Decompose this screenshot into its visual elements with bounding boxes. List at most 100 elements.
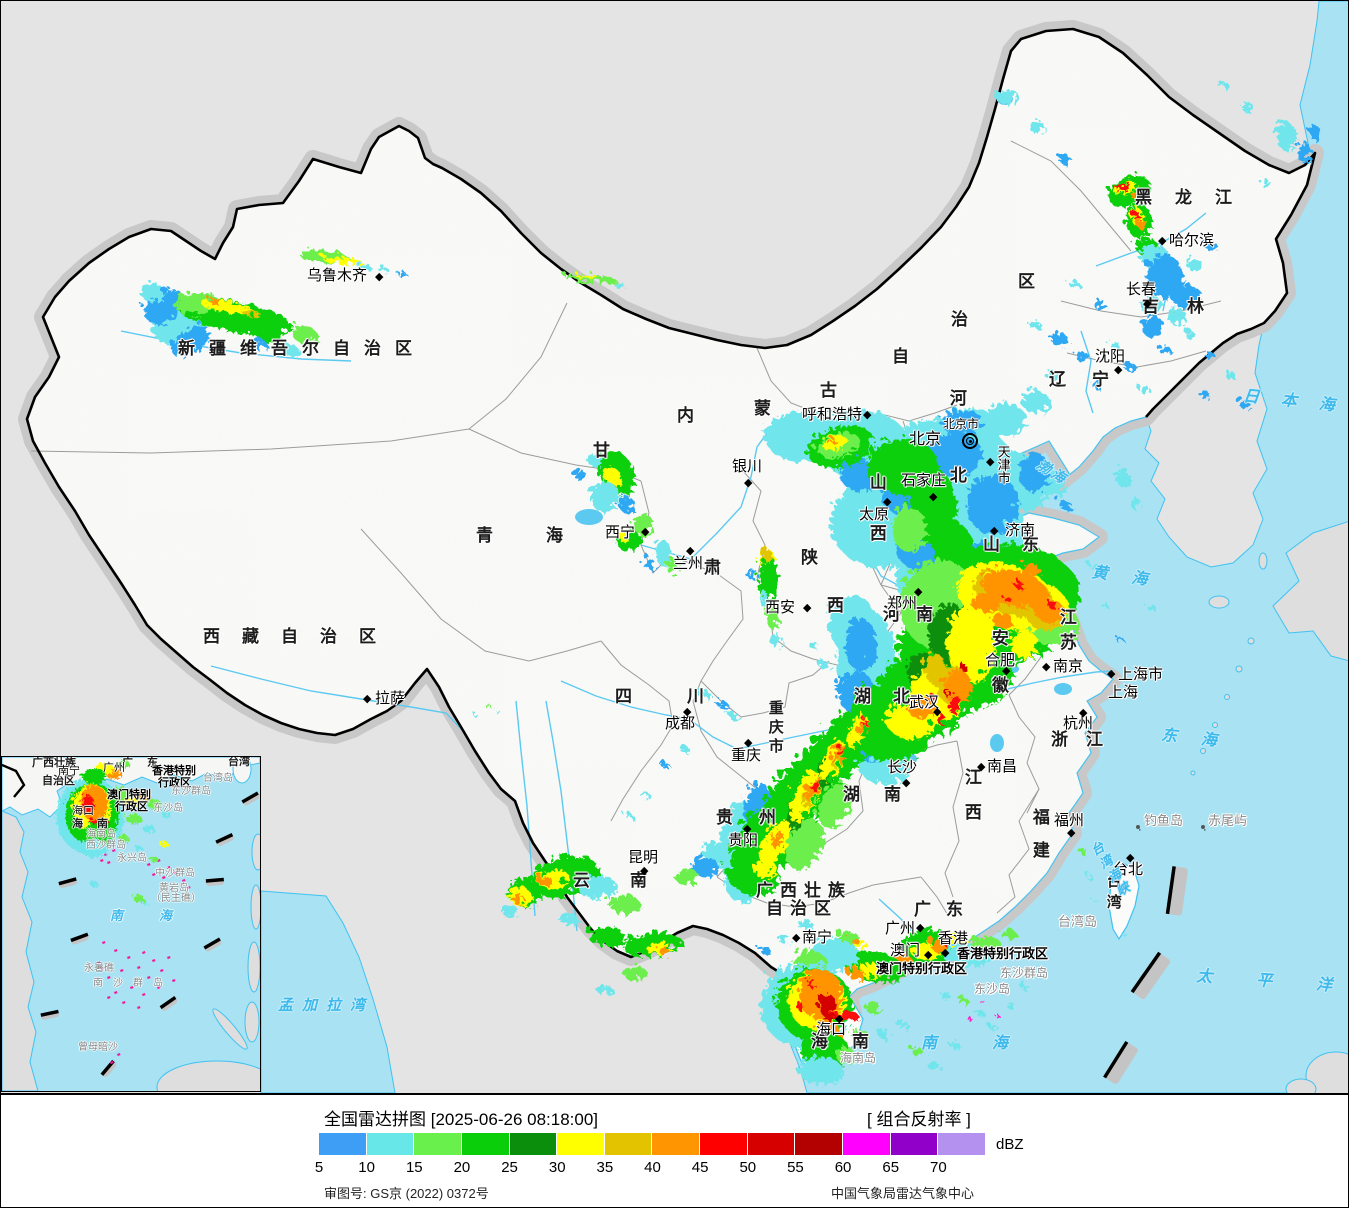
echo-blob <box>767 826 779 844</box>
echo-blob <box>972 1006 980 1012</box>
echo-blob <box>756 942 766 950</box>
inset-label: 广西壮族 <box>32 757 76 769</box>
echo-blob <box>807 775 815 787</box>
echo-blob <box>1137 313 1161 333</box>
echo-blob <box>131 893 143 901</box>
echo-blob <box>1200 236 1212 246</box>
echo-blob <box>137 280 161 298</box>
echo-blob <box>629 509 649 533</box>
boundary-dash <box>205 877 224 883</box>
echo-blob <box>1236 397 1246 405</box>
islet-mark <box>116 1052 121 1057</box>
echo-blob <box>845 965 861 977</box>
echo-blob <box>964 1013 968 1017</box>
echo-blob <box>469 709 473 713</box>
inset-label: 行政区 <box>115 801 148 813</box>
colorbar-segment <box>747 1133 796 1155</box>
echo-blob <box>614 528 624 538</box>
echo-blob <box>804 638 814 644</box>
echo-blob <box>122 795 138 805</box>
echo-blob <box>1106 337 1116 345</box>
echo-blob <box>985 1020 993 1026</box>
islet-mark <box>100 966 104 971</box>
echo-blob <box>124 812 140 822</box>
national-border <box>25 27 1317 981</box>
colorbar-segment <box>366 1133 415 1155</box>
echo-blob <box>907 1043 919 1051</box>
islet-mark <box>187 885 191 890</box>
map-approval-number: 审图号: GS京 (2022) 0372号 <box>324 1186 489 1201</box>
inset-label: 海南岛 <box>86 829 116 840</box>
inset-label: 永兴岛 <box>117 853 147 864</box>
echo-blob <box>946 1037 956 1045</box>
echo-blob <box>968 933 998 949</box>
radar-echo-layer <box>137 77 1316 1081</box>
echo-blob <box>940 685 946 693</box>
inset-label: 澳门特别 <box>107 789 151 801</box>
inset-label: 东沙岛 <box>153 803 183 814</box>
echo-blob <box>87 817 107 823</box>
echo-blob <box>847 934 855 940</box>
echo-blob <box>937 407 981 431</box>
echo-blob <box>1002 998 1010 1004</box>
echo-blob <box>1293 139 1309 159</box>
product-name: [ 组合反射率 ] <box>867 1110 971 1129</box>
inset-dash-segments <box>40 791 260 1077</box>
colorbar-tick: 65 <box>882 1159 900 1176</box>
echo-blob <box>1055 151 1067 161</box>
echo-blob <box>1214 77 1224 85</box>
islet-mark <box>160 968 164 973</box>
echo-blob <box>954 993 964 1001</box>
echo-blob <box>610 278 620 284</box>
map-title: 全国雷达拼图 [2025-06-26 08:18:00] <box>324 1110 599 1129</box>
inset-land <box>2 757 260 1091</box>
echo-blob <box>1025 117 1041 129</box>
colorbar-tick: 45 <box>691 1159 709 1176</box>
echo-blob <box>248 336 264 346</box>
echo-blob <box>758 545 768 557</box>
echo-blob <box>1143 600 1151 606</box>
echo-blob <box>851 937 863 945</box>
echo-blob <box>1007 627 1035 655</box>
echo-blob <box>287 321 315 341</box>
echo-blob <box>749 856 773 874</box>
dash-shadow <box>1131 952 1171 1000</box>
inset-label-layer: 广西壮族 自治区 南宁广东广州 香港特别 行政区 澳门特别 行政区 台湾 台湾岛 东沙群岛 东沙岛海… <box>2 757 260 1091</box>
echo-blob <box>395 268 403 274</box>
islet-mark <box>181 878 186 883</box>
echo-blob <box>858 715 864 723</box>
echo-blob <box>1019 982 1027 988</box>
inset-islet-marks <box>91 845 191 1065</box>
colorbar-segment <box>509 1133 558 1155</box>
echo-blob <box>815 657 827 665</box>
echo-blob <box>1163 305 1183 321</box>
boundary-dash <box>70 932 89 943</box>
echo-blob <box>823 434 833 442</box>
echo-blob <box>583 450 599 462</box>
islet-mark <box>166 865 171 870</box>
echo-blob <box>245 312 281 342</box>
echo-blob <box>945 692 957 710</box>
echo-blob <box>979 400 1023 432</box>
islet-mark <box>174 870 178 875</box>
echo-blob <box>815 989 831 1013</box>
sea-bengal <box>260 890 396 1093</box>
echo-blob <box>1043 368 1055 378</box>
islet-mark <box>114 990 118 995</box>
echo-blob <box>939 936 945 942</box>
echo-blob <box>1075 844 1083 850</box>
colorbar-segment <box>843 1133 891 1155</box>
echo-blob <box>831 1043 851 1059</box>
echo-blob <box>1097 598 1105 604</box>
echo-blob <box>573 871 613 895</box>
colorbar-tick: 60 <box>834 1159 852 1176</box>
echo-blob <box>793 916 809 926</box>
echo-blob <box>726 709 736 717</box>
echo-blob <box>1221 367 1231 375</box>
islet-mark <box>152 958 156 963</box>
echo-blob <box>1306 121 1316 137</box>
echo-blob <box>1155 342 1167 350</box>
echo-blob <box>663 555 675 571</box>
echo-blob <box>80 793 92 811</box>
